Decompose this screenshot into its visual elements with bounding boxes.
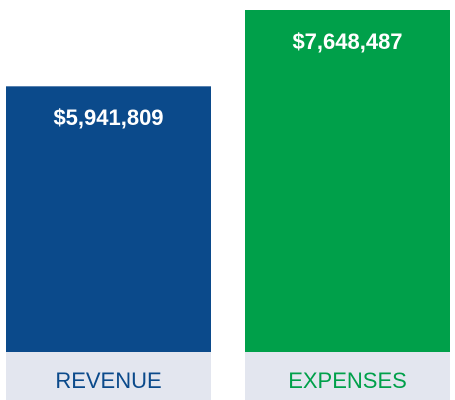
category-strip <box>245 352 450 400</box>
value-label: $5,941,809 <box>53 105 163 130</box>
category-strip <box>6 352 211 400</box>
bar <box>245 10 450 352</box>
category-label: EXPENSES <box>288 368 407 393</box>
value-label: $7,648,487 <box>292 29 402 54</box>
bar <box>6 86 211 353</box>
category-label: REVENUE <box>55 368 161 393</box>
